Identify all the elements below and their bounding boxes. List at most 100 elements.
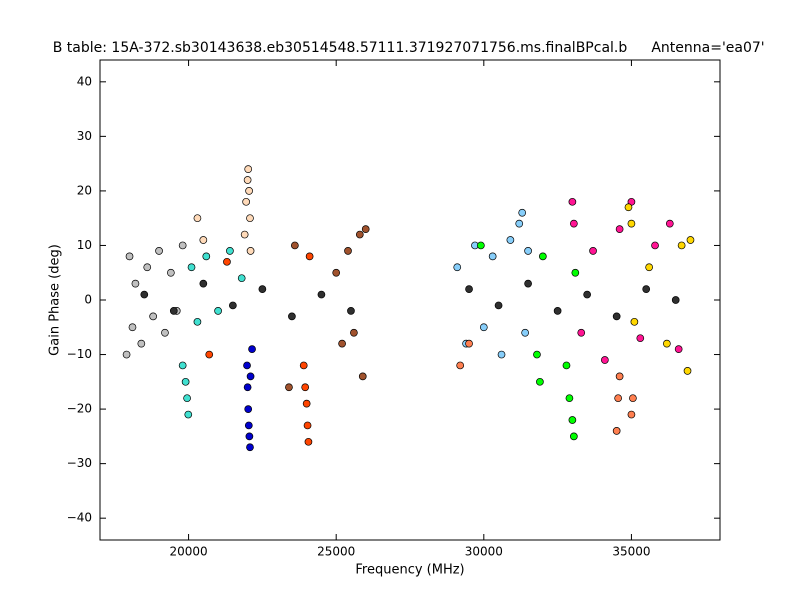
- data-point: [187, 263, 196, 272]
- data-point: [615, 372, 624, 381]
- y-axis-label: Gain Phase (deg): [48, 244, 63, 356]
- data-point: [344, 247, 352, 255]
- data-point: [128, 323, 137, 332]
- data-point: [583, 290, 591, 299]
- data-point: [317, 290, 326, 299]
- data-point: [665, 219, 674, 228]
- data-point: [178, 361, 187, 370]
- data-point: [524, 279, 532, 288]
- data-point: [612, 312, 621, 321]
- data-point: [332, 268, 341, 277]
- data-point: [477, 241, 485, 250]
- y-tick-label: −20: [67, 402, 92, 416]
- data-point: [301, 383, 310, 392]
- data-point: [304, 437, 313, 446]
- data-point: [686, 236, 695, 244]
- x-tick-label: 30000: [465, 545, 503, 559]
- data-point: [677, 241, 686, 250]
- data-point: [226, 247, 234, 255]
- data-point: [683, 367, 692, 375]
- data-point: [570, 219, 578, 228]
- data-point: [465, 339, 473, 348]
- data-point: [245, 432, 254, 441]
- data-point: [303, 421, 312, 430]
- data-point: [568, 197, 577, 206]
- data-point: [671, 296, 680, 304]
- data-point: [536, 377, 544, 386]
- data-point: [181, 377, 190, 386]
- data-point: [642, 285, 651, 293]
- data-point: [589, 247, 597, 255]
- data-point: [199, 236, 208, 244]
- data-point: [245, 187, 253, 195]
- data-point: [244, 165, 253, 173]
- data-point: [288, 312, 296, 321]
- x-tick-label: 25000: [317, 545, 355, 559]
- x-tick-label: 35000: [612, 545, 650, 559]
- data-point: [539, 252, 547, 261]
- data-point: [570, 432, 578, 441]
- data-point: [515, 219, 524, 228]
- data-point: [518, 208, 527, 217]
- data-point: [285, 383, 293, 392]
- data-point: [169, 307, 178, 315]
- data-point: [456, 361, 465, 370]
- data-point: [488, 252, 497, 261]
- data-point: [612, 427, 621, 435]
- data-point: [131, 279, 140, 288]
- data-point: [347, 307, 355, 315]
- y-tick-label: 30: [77, 129, 92, 143]
- data-point: [214, 307, 222, 315]
- chart-subtitle: Antenna='ea07': [651, 40, 764, 56]
- y-tick-label: −40: [67, 511, 92, 525]
- data-point: [125, 252, 134, 261]
- data-point: [202, 252, 211, 261]
- data-point: [553, 307, 562, 315]
- data-point: [645, 263, 653, 272]
- data-point: [193, 317, 202, 326]
- data-point: [243, 176, 252, 184]
- data-point: [355, 230, 364, 239]
- data-point: [237, 274, 246, 283]
- data-point: [143, 263, 152, 272]
- data-point: [122, 350, 131, 359]
- data-point: [571, 268, 580, 277]
- data-point: [601, 356, 609, 364]
- data-point: [246, 214, 254, 223]
- data-point: [205, 350, 214, 359]
- data-point: [291, 241, 299, 250]
- y-tick-label: 0: [84, 293, 92, 307]
- data-point: [161, 328, 169, 337]
- data-point: [577, 328, 586, 337]
- data-point: [140, 290, 149, 299]
- data-point: [229, 301, 237, 310]
- data-point: [258, 285, 267, 293]
- data-point: [299, 361, 308, 370]
- data-point: [240, 230, 249, 239]
- data-point: [137, 339, 146, 348]
- data-point: [193, 214, 202, 223]
- data-point: [630, 317, 639, 326]
- data-point: [663, 339, 671, 348]
- data-point: [183, 394, 191, 403]
- data-point: [627, 410, 636, 419]
- data-point: [149, 312, 157, 321]
- data-point: [562, 361, 571, 370]
- data-point: [506, 236, 515, 244]
- data-point: [178, 241, 187, 250]
- data-point: [246, 247, 255, 255]
- data-point: [167, 268, 175, 277]
- data-point: [246, 443, 254, 452]
- data-point: [615, 225, 624, 233]
- data-point: [350, 328, 358, 337]
- data-point: [244, 405, 253, 413]
- data-point: [223, 257, 231, 266]
- y-tick-label: −30: [67, 456, 92, 470]
- data-point: [358, 372, 367, 381]
- data-point: [533, 350, 541, 359]
- data-point: [627, 219, 636, 228]
- data-point: [674, 345, 683, 353]
- data-point: [305, 252, 314, 261]
- x-tick-label: 20000: [169, 545, 207, 559]
